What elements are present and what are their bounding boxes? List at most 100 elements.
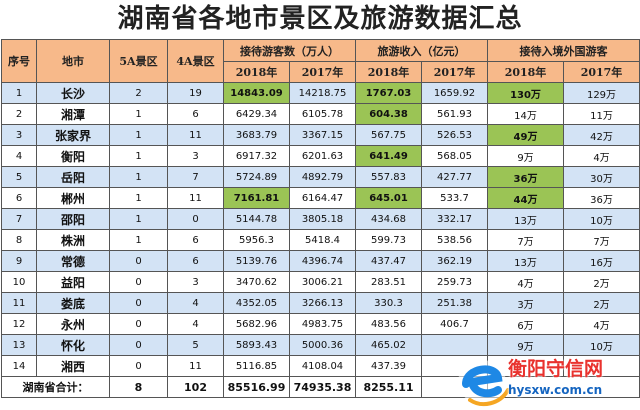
cell-foreign-2017: 2万 <box>563 271 640 293</box>
cell-income-2017: 561.93 <box>421 103 488 125</box>
cell-seq: 10 <box>1 271 37 293</box>
cell-city: 长沙 <box>36 82 110 104</box>
table-row: 4 衡阳 1 3 6917.32 6201.63 641.49 568.05 9万 4万 <box>1 145 640 167</box>
header-foreign-2018: 2018年 <box>487 61 564 83</box>
cell-visitors-2018: 5893.43 <box>223 334 290 356</box>
cell-foreign-2018: 9万 <box>487 334 564 356</box>
cell-5a: 1 <box>109 229 168 251</box>
cell-foreign-2018: 14万 <box>487 103 564 125</box>
cell-income-2017: 1659.92 <box>421 82 488 104</box>
year-header-row: 2018年 2017年 2018年 2017年 2018年 2017年 <box>2 61 640 83</box>
cell-5a: 1 <box>109 187 168 209</box>
cell-visitors-2017: 5418.4 <box>289 229 356 251</box>
table-row: 14 湘西 0 11 5116.85 4108.04 437.39 <box>1 355 640 377</box>
cell-foreign-2017: 7万 <box>563 229 640 251</box>
table-row: 8 株洲 1 6 5956.3 5418.4 599.73 538.56 7万 7万 <box>1 229 640 251</box>
cell-foreign-2018: 49万 <box>487 124 564 146</box>
cell-income-2018: 330.3 <box>355 292 422 314</box>
cell-income-2017: 427.77 <box>421 166 488 188</box>
table-row: 6 郴州 1 11 7161.81 6164.47 645.01 533.7 44万 36万 <box>1 187 640 209</box>
table-row: 1 长沙 2 19 14843.09 14218.75 1767.03 1659.92 130万… <box>1 82 640 104</box>
table-row: 7 邵阳 1 0 5144.78 3805.18 434.68 332.17 13万 10万 <box>1 208 640 230</box>
cell-5a: 0 <box>109 355 168 377</box>
cell-4a: 6 <box>167 229 224 251</box>
table-row: 12 永州 0 4 5682.96 4983.75 483.56 406.7 6万 4万 <box>1 313 640 335</box>
cell-income-2018: 283.51 <box>355 271 422 293</box>
cell-4a: 11 <box>167 124 224 146</box>
cell-visitors-2017: 6164.47 <box>289 187 356 209</box>
cell-5a: 0 <box>109 292 168 314</box>
cell-visitors-2017: 3006.21 <box>289 271 356 293</box>
cell-4a: 11 <box>167 355 224 377</box>
cell-visitors-2018: 14843.09 <box>223 82 290 104</box>
total-visitors-2018: 85516.99 <box>223 376 290 398</box>
cell-income-2017: 526.53 <box>421 124 488 146</box>
cell-seq: 1 <box>1 82 37 104</box>
total-income-2018: 8255.11 <box>355 376 422 398</box>
cell-seq: 14 <box>1 355 37 377</box>
cell-foreign-2017: 2万 <box>563 292 640 314</box>
cell-seq: 2 <box>1 103 37 125</box>
watermark-url: hysxw.com.cn <box>508 383 603 397</box>
cell-city: 邵阳 <box>36 208 110 230</box>
cell-visitors-2017: 3805.18 <box>289 208 356 230</box>
cell-visitors-2018: 5724.89 <box>223 166 290 188</box>
table-row: 10 益阳 0 3 3470.62 3006.21 283.51 259.73 4万 2万 <box>1 271 640 293</box>
cell-city: 岳阳 <box>36 166 110 188</box>
cell-city: 永州 <box>36 313 110 335</box>
cell-visitors-2017: 3266.13 <box>289 292 356 314</box>
cell-5a: 0 <box>109 334 168 356</box>
total-visitors-2017: 74935.38 <box>289 376 356 398</box>
cell-visitors-2017: 4108.04 <box>289 355 356 377</box>
cell-visitors-2017: 6201.63 <box>289 145 356 167</box>
cell-income-2018: 599.73 <box>355 229 422 251</box>
cell-visitors-2018: 6917.32 <box>223 145 290 167</box>
cell-city: 怀化 <box>36 334 110 356</box>
cell-4a: 0 <box>167 208 224 230</box>
cell-foreign-2017: 4万 <box>563 145 640 167</box>
cell-visitors-2017: 3367.15 <box>289 124 356 146</box>
header-foreign-2017: 2017年 <box>563 61 640 83</box>
cell-5a: 1 <box>109 208 168 230</box>
cell-income-2017: 251.38 <box>421 292 488 314</box>
header-row: 序号 地市 5A景区 4A景区 接待游客数（万人） 旅游收入（亿元） 接待入境外… <box>1 39 640 83</box>
cell-foreign-2018: 4万 <box>487 271 564 293</box>
total-label: 湖南省合计： <box>1 376 110 398</box>
table-row: 11 娄底 0 4 4352.05 3266.13 330.3 251.38 3万 2万 <box>1 292 640 314</box>
cell-visitors-2018: 5116.85 <box>223 355 290 377</box>
cell-visitors-2018: 3470.62 <box>223 271 290 293</box>
cell-income-2018: 437.47 <box>355 250 422 272</box>
cell-city: 湘潭 <box>36 103 110 125</box>
header-visitors-2018: 2018年 <box>223 61 290 83</box>
cell-visitors-2017: 4396.74 <box>289 250 356 272</box>
cell-foreign-2017: 11万 <box>563 103 640 125</box>
tourism-table: 序号 地市 5A景区 4A景区 接待游客数（万人） 旅游收入（亿元） 接待入境外… <box>1 39 640 398</box>
cell-foreign-2018: 13万 <box>487 250 564 272</box>
cell-seq: 7 <box>1 208 37 230</box>
cell-city: 衡阳 <box>36 145 110 167</box>
cell-foreign-2017: 16万 <box>563 250 640 272</box>
cell-city: 常德 <box>36 250 110 272</box>
cell-4a: 11 <box>167 187 224 209</box>
cell-4a: 4 <box>167 313 224 335</box>
cell-income-2018: 483.56 <box>355 313 422 335</box>
cell-income-2017: 332.17 <box>421 208 488 230</box>
e-logo-icon <box>458 360 510 407</box>
cell-4a: 3 <box>167 145 224 167</box>
cell-visitors-2017: 4892.79 <box>289 166 356 188</box>
cell-income-2018: 437.39 <box>355 355 422 377</box>
cell-foreign-2017: 30万 <box>563 166 640 188</box>
cell-seq: 11 <box>1 292 37 314</box>
cell-foreign-2018: 6万 <box>487 313 564 335</box>
cell-foreign-2017: 36万 <box>563 187 640 209</box>
cell-seq: 12 <box>1 313 37 335</box>
cell-visitors-2018: 5144.78 <box>223 208 290 230</box>
header-foreign: 接待入境外国游客 <box>487 39 640 62</box>
page-title: 湖南省各地市景区及旅游数据汇总 <box>117 4 523 34</box>
header-income: 旅游收入（亿元） <box>355 39 488 62</box>
cell-income-2018: 604.38 <box>355 103 422 125</box>
table-row: 13 怀化 0 5 5893.43 5000.36 465.02 9万 10万 <box>1 334 640 356</box>
cell-income-2017: 533.7 <box>421 187 488 209</box>
total-4a: 102 <box>167 376 224 398</box>
cell-5a: 2 <box>109 82 168 104</box>
